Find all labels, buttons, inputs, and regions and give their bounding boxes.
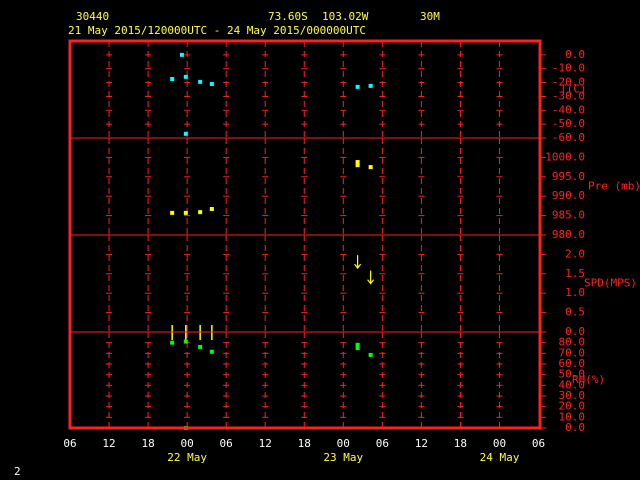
- y-tick-label: 50.0: [559, 368, 586, 381]
- point: [183, 131, 188, 136]
- point: [183, 74, 188, 79]
- x-tick-label: 06: [63, 437, 76, 450]
- y-tick-label: 40.0: [559, 378, 586, 391]
- latitude: 73.60S: [268, 10, 308, 23]
- y-tick-label: 980.0: [552, 228, 585, 241]
- point: [179, 52, 184, 57]
- frame: [68, 39, 542, 430]
- wind-arrow: [367, 270, 375, 285]
- panel-label: T(C): [560, 83, 587, 96]
- x-tick-label: 18: [454, 437, 467, 450]
- x-tick-label: 18: [298, 437, 311, 450]
- point: [368, 352, 373, 357]
- elevation: 30M: [420, 10, 440, 23]
- y-tick-label: 1.0: [565, 286, 585, 299]
- y-tick-label: 80.0: [559, 336, 586, 349]
- point: [355, 84, 360, 89]
- y-tick-label: 0.0: [565, 421, 585, 434]
- y-tick-label: -10.0: [552, 62, 585, 75]
- point: [170, 210, 175, 215]
- point: [198, 79, 203, 84]
- point: [209, 349, 214, 354]
- point: [198, 344, 203, 349]
- point: [368, 83, 373, 88]
- y-tick-label: 0.5: [565, 306, 585, 319]
- x-tick-label: 06: [220, 437, 233, 450]
- panel-label: Pre (mb): [588, 180, 640, 193]
- y-tick-label: 995.0: [552, 170, 585, 183]
- point: [183, 210, 188, 215]
- y-tick-label: 60.0: [559, 357, 586, 370]
- y-tick-label: 70.0: [559, 346, 586, 359]
- y-tick-label: 990.0: [552, 189, 585, 202]
- station-id: 30440: [76, 10, 109, 23]
- page-number: 2: [14, 465, 21, 478]
- x-tick-label: 18: [141, 437, 154, 450]
- x-tick-label: 00: [493, 437, 506, 450]
- date-label: 24 May: [480, 451, 520, 464]
- y-tick-label: -60.0: [552, 131, 585, 144]
- point: [355, 163, 360, 168]
- y-tick-label: -30.0: [552, 89, 585, 102]
- point: [368, 165, 373, 170]
- point: [355, 342, 360, 347]
- x-tick-label: 00: [181, 437, 194, 450]
- point: [170, 76, 175, 81]
- y-tick-label: 1.5: [565, 267, 585, 280]
- panel-label: RH(%): [572, 373, 605, 386]
- y-tick-label: 1000.0: [545, 150, 585, 163]
- point: [355, 160, 360, 165]
- point: [170, 340, 175, 345]
- period: 21 May 2015/120000UTC - 24 May 2015/0000…: [68, 24, 366, 37]
- point: [183, 339, 188, 344]
- y-tick-label: -50.0: [552, 117, 585, 130]
- x-tick-label: 12: [259, 437, 272, 450]
- y-tick-label: 985.0: [552, 209, 585, 222]
- y-tick-label: 0.0: [565, 325, 585, 338]
- y-tick-label: -20.0: [552, 76, 585, 89]
- point: [209, 207, 214, 212]
- point: [198, 210, 203, 215]
- x-tick-label: 12: [102, 437, 115, 450]
- x-tick-label: 06: [376, 437, 389, 450]
- x-tick-label: 06: [532, 437, 545, 450]
- date-label: 23 May: [323, 451, 363, 464]
- y-tick-label: 10.0: [559, 410, 586, 423]
- y-tick-label: -40.0: [552, 103, 585, 116]
- y-tick-label: 30.0: [559, 389, 586, 402]
- x-tick-label: 12: [415, 437, 428, 450]
- y-tick-label: 20.0: [559, 400, 586, 413]
- wind-arrow: [354, 255, 362, 270]
- panel-label: SPD(MPS): [584, 277, 637, 290]
- point: [209, 81, 214, 86]
- y-tick-label: 2.0: [565, 247, 585, 260]
- longitude: 103.02W: [322, 10, 369, 23]
- y-tick-label: 0.0: [565, 48, 585, 61]
- date-label: 22 May: [167, 451, 207, 464]
- x-tick-label: 00: [337, 437, 350, 450]
- point: [355, 346, 360, 350]
